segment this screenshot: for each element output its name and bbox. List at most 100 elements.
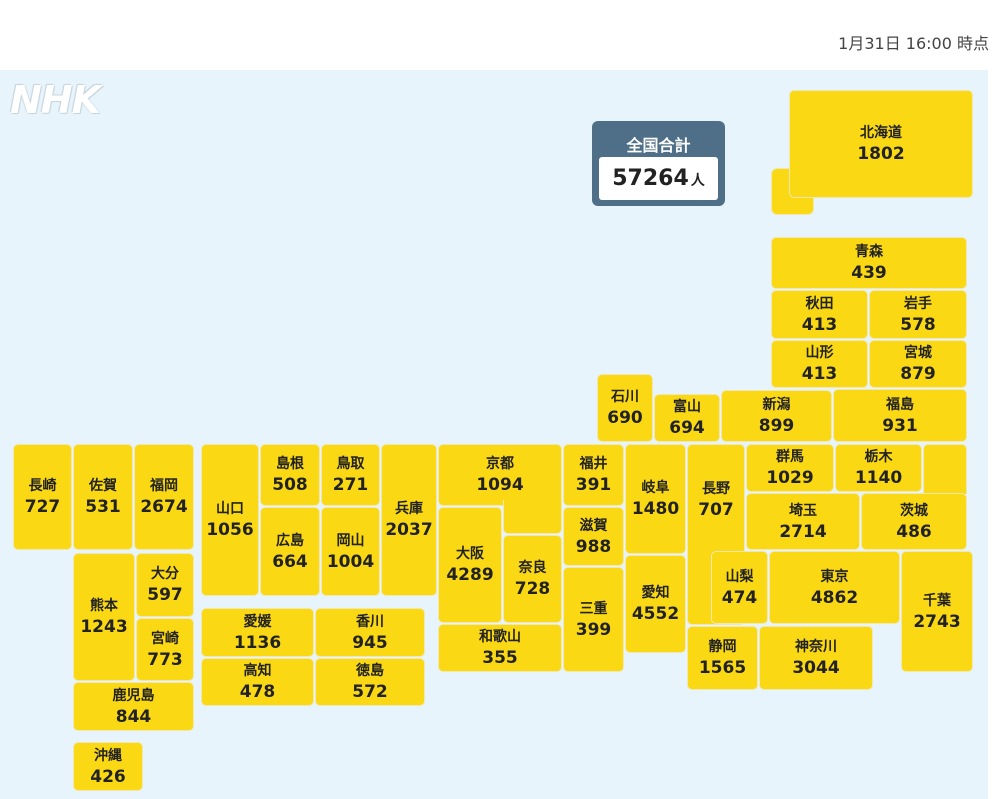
prefecture-value: 531: [85, 497, 121, 517]
prefecture-name: 富山: [673, 399, 701, 415]
prefecture-name: 大分: [151, 566, 179, 582]
prefecture-okayama[interactable]: 岡山 1004: [321, 507, 380, 596]
prefecture-tochigi[interactable]: 栃木 1140: [835, 444, 922, 492]
prefecture-value: 508: [272, 475, 308, 495]
prefecture-mie[interactable]: 三重 399: [563, 567, 624, 672]
prefecture-value: 1004: [326, 551, 375, 572]
prefecture-aichi[interactable]: 愛知 4552: [625, 555, 686, 653]
prefecture-yamaguchi[interactable]: 山口 1056: [201, 444, 259, 596]
prefecture-name: 愛知: [641, 585, 670, 601]
prefecture-value: 597: [147, 585, 183, 605]
prefecture-fukuoka[interactable]: 福岡 2674: [134, 444, 194, 550]
prefecture-name: 京都: [486, 456, 514, 472]
prefecture-nagasaki[interactable]: 長崎 727: [13, 444, 72, 550]
prefecture-name: 福井: [579, 456, 608, 472]
prefecture-name: 栃木: [864, 449, 893, 465]
prefecture-hyogo[interactable]: 兵庫 2037: [381, 444, 437, 596]
prefecture-hiroshima[interactable]: 広島 664: [260, 507, 320, 596]
prefecture-iwate[interactable]: 岩手 578: [869, 290, 967, 339]
prefecture-value: 694: [669, 418, 705, 438]
prefecture-hokkaido[interactable]: 北海道 1802: [789, 90, 973, 198]
prefecture-value: 3044: [792, 658, 840, 678]
prefecture-value: 728: [514, 579, 551, 599]
prefecture-fukui[interactable]: 福井 391: [563, 444, 624, 506]
prefecture-wakayama[interactable]: 和歌山 355: [438, 624, 562, 672]
prefecture-fukushima[interactable]: 福島 931: [833, 389, 967, 442]
prefecture-value: 2037: [385, 520, 433, 540]
prefecture-value: 399: [575, 619, 612, 640]
prefecture-saitama[interactable]: 埼玉 2714: [746, 493, 860, 550]
prefecture-value: 439: [851, 263, 887, 283]
prefecture-miyazaki[interactable]: 宮崎 773: [136, 618, 194, 681]
prefecture-kyoto[interactable]: 京都 1094: [438, 444, 562, 506]
prefecture-value: 4862: [810, 587, 859, 608]
prefecture-name: 三重: [579, 600, 608, 617]
prefecture-value: 578: [900, 314, 936, 335]
prefecture-chiba[interactable]: 千葉 2743: [901, 551, 973, 672]
prefecture-oita[interactable]: 大分 597: [136, 553, 194, 617]
prefecture-niigata[interactable]: 新潟 899: [721, 390, 832, 442]
prefecture-name: 山形: [805, 345, 834, 361]
prefecture-name: 広島: [276, 532, 304, 549]
prefecture-name: 鹿児島: [112, 687, 155, 704]
prefecture-shimane[interactable]: 島根 508: [260, 444, 320, 506]
prefecture-name: 宮城: [904, 345, 932, 361]
prefecture-name: 長崎: [28, 478, 57, 494]
prefecture-name: 島根: [276, 456, 304, 472]
prefecture-name: 奈良: [518, 560, 547, 576]
prefecture-name: 福島: [886, 396, 914, 413]
prefecture-shizuoka[interactable]: 静岡 1565: [687, 626, 758, 690]
national-total-value: 57264: [612, 166, 689, 191]
prefecture-value: 474: [721, 587, 758, 608]
prefecture-value: 478: [239, 682, 276, 702]
prefecture-value: 1136: [233, 632, 282, 653]
prefecture-ibaraki[interactable]: 茨城 486: [861, 493, 967, 550]
prefecture-name: 和歌山: [479, 629, 521, 645]
prefecture-name: 岐阜: [641, 480, 670, 496]
prefecture-value: 844: [115, 706, 152, 727]
prefecture-toyama[interactable]: 富山 694: [654, 394, 720, 442]
prefecture-name: 沖縄: [94, 747, 122, 764]
prefecture-value: 1140: [854, 468, 903, 488]
prefecture-value: 1480: [631, 499, 680, 519]
prefecture-okinawa[interactable]: 沖縄 426: [73, 742, 143, 791]
prefecture-kagoshima[interactable]: 鹿児島 844: [73, 682, 194, 731]
prefecture-value: 572: [352, 682, 388, 702]
prefecture-value: 2714: [779, 521, 827, 542]
prefecture-name: 高知: [243, 663, 272, 679]
prefecture-kagawa[interactable]: 香川 945: [315, 608, 425, 657]
nhk-logo: NHK: [10, 78, 101, 122]
prefecture-value: 1802: [857, 144, 905, 164]
prefecture-nara[interactable]: 奈良 728: [503, 535, 562, 623]
prefecture-yamanashi[interactable]: 山梨 474: [711, 551, 768, 624]
prefecture-name: 青森: [855, 244, 883, 260]
prefecture-osaka[interactable]: 大阪 4289: [438, 507, 502, 623]
prefecture-kochi[interactable]: 高知 478: [201, 658, 314, 706]
prefecture-gifu[interactable]: 岐阜 1480: [625, 444, 686, 554]
national-total-unit: 人: [690, 173, 705, 189]
prefecture-miyagi[interactable]: 宮城 879: [869, 340, 967, 388]
prefecture-tokushima[interactable]: 徳島 572: [315, 658, 425, 706]
prefecture-value: 945: [352, 632, 388, 653]
prefecture-name: 山口: [216, 501, 244, 517]
prefecture-akita[interactable]: 秋田 413: [771, 290, 868, 339]
prefecture-tottori[interactable]: 鳥取 271: [321, 444, 380, 506]
prefecture-ishikawa[interactable]: 石川 690: [597, 374, 653, 442]
prefecture-name: 石川: [611, 389, 639, 405]
prefecture-value: 1094: [476, 475, 524, 495]
prefecture-name: 山梨: [725, 568, 754, 585]
prefecture-saga[interactable]: 佐賀 531: [73, 444, 133, 550]
prefecture-value: 391: [575, 475, 612, 495]
prefecture-kanagawa[interactable]: 神奈川 3044: [759, 626, 873, 690]
prefecture-shiga[interactable]: 滋賀 988: [563, 507, 624, 566]
prefecture-tokyo[interactable]: 東京 4862: [769, 551, 900, 624]
prefecture-kumamoto[interactable]: 熊本 1243: [73, 553, 135, 681]
prefecture-value: 4552: [631, 604, 680, 624]
prefecture-yamagata[interactable]: 山形 413: [771, 340, 868, 388]
prefecture-name: 岩手: [904, 295, 932, 312]
prefecture-value: 899: [758, 416, 795, 436]
prefecture-gunma[interactable]: 群馬 1029: [746, 444, 834, 492]
prefecture-value: 879: [900, 364, 936, 384]
prefecture-ehime[interactable]: 愛媛 1136: [201, 608, 314, 657]
prefecture-aomori[interactable]: 青森 439: [771, 237, 967, 289]
